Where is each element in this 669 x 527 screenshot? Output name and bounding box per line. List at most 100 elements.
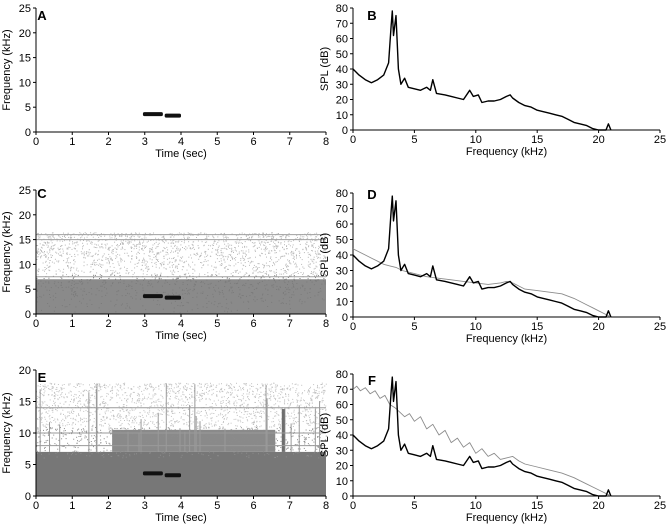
noise-speck	[167, 293, 169, 295]
noise-speck	[86, 405, 88, 407]
noise-speck	[47, 303, 49, 304]
noise-speck	[233, 252, 234, 253]
noise-speck	[319, 264, 321, 266]
noise-speck	[40, 384, 41, 385]
noise-speck	[238, 253, 240, 255]
noise-speck	[287, 398, 289, 400]
noise-speck	[195, 399, 197, 401]
noise-speck	[271, 421, 273, 423]
noise-speck	[175, 259, 177, 261]
noise-speck	[232, 250, 234, 252]
noise-speck	[289, 418, 291, 420]
noise-speck	[178, 390, 180, 392]
noise-speck	[201, 419, 203, 421]
noise-speck	[165, 268, 167, 270]
noise-speck	[131, 285, 133, 287]
noise-speck	[71, 236, 73, 238]
noise-speck	[263, 403, 265, 405]
noise-speck	[91, 429, 93, 431]
noise-speck	[242, 417, 244, 419]
noise-speck	[156, 274, 158, 276]
noise-speck	[244, 285, 246, 287]
noise-speck	[148, 240, 149, 242]
noise-speck	[44, 243, 46, 245]
noise-speck	[181, 257, 182, 259]
noise-speck	[129, 240, 131, 242]
noise-speck	[290, 415, 292, 417]
noise-speck	[202, 281, 204, 283]
noise-speck	[120, 424, 122, 426]
noise-speck	[174, 300, 176, 302]
noise-speck	[115, 311, 117, 313]
noise-speck	[238, 385, 240, 387]
noise-speck	[90, 266, 92, 268]
noise-speck	[54, 392, 56, 394]
noise-speck	[258, 235, 259, 236]
x-tick-label: 1	[69, 318, 75, 330]
noise-speck	[188, 401, 190, 403]
noise-speck	[245, 254, 247, 256]
noise-speck	[234, 396, 235, 398]
noise-speck	[134, 420, 136, 422]
noise-speck	[274, 456, 276, 458]
noise-speck	[102, 402, 103, 404]
noise-speck	[155, 401, 157, 403]
y-tick-label: 25	[19, 3, 31, 15]
noise-speck	[100, 285, 102, 287]
noise-speck	[243, 402, 245, 404]
noise-speck	[179, 383, 181, 385]
noise-speck	[59, 427, 61, 428]
noise-speck	[138, 249, 140, 251]
noise-speck	[297, 288, 299, 290]
noise-speck	[253, 299, 255, 301]
noise-speck	[199, 386, 201, 388]
noise-speck	[186, 390, 187, 391]
noise-speck	[39, 391, 41, 393]
noise-speck	[57, 384, 59, 385]
noise-speck	[279, 426, 281, 428]
noise-speck	[36, 245, 38, 247]
noise-speck	[142, 245, 144, 247]
noise-speck	[199, 395, 201, 397]
noise-speck	[245, 282, 247, 284]
noise-speck	[312, 244, 314, 246]
noise-speck	[314, 240, 316, 242]
noise-speck	[167, 242, 169, 244]
noise-speck	[78, 280, 80, 282]
noise-speck	[123, 411, 125, 412]
noise-speck	[304, 301, 306, 303]
noise-speck	[52, 408, 54, 410]
noise-speck	[208, 398, 210, 400]
noise-speck	[221, 424, 223, 425]
noise-speck	[163, 261, 165, 263]
noise-speck	[51, 235, 53, 237]
noise-speck	[278, 288, 280, 290]
noise-speck	[204, 252, 206, 253]
noise-speck	[139, 240, 141, 242]
noise-speck	[167, 253, 169, 255]
noise-speck	[319, 254, 321, 256]
noise-speck	[168, 388, 170, 390]
noise-speck	[296, 401, 298, 403]
noise-speck	[291, 287, 293, 289]
noise-speck	[44, 442, 46, 444]
noise-speck	[307, 423, 309, 425]
noise-speck	[151, 283, 153, 285]
noise-speck	[271, 390, 273, 392]
noise-speck	[251, 444, 253, 446]
noise-speck	[281, 408, 283, 409]
noise-speck	[100, 419, 102, 420]
noise-speck	[231, 441, 232, 443]
noise-speck	[163, 411, 165, 413]
noise-speck	[86, 264, 88, 266]
noise-speck	[61, 287, 63, 288]
noise-speck	[257, 440, 259, 442]
noise-speck	[240, 237, 242, 239]
noise-speck	[73, 283, 75, 285]
noise-speck	[82, 242, 84, 244]
noise-speck	[296, 416, 298, 418]
noise-speck	[233, 265, 235, 267]
noise-speck	[44, 386, 46, 387]
noise-speck	[157, 246, 159, 247]
noise-speck	[204, 256, 206, 258]
